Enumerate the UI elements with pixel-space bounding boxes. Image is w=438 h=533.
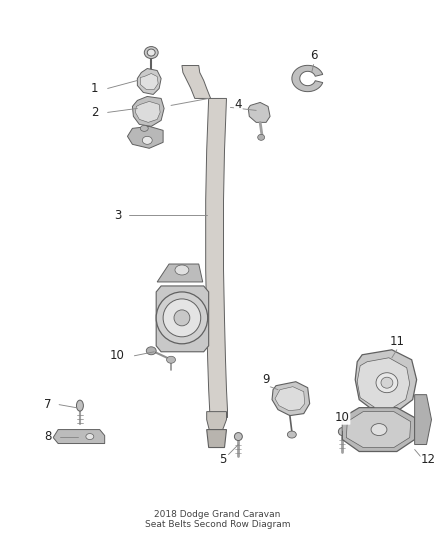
Ellipse shape [166, 356, 176, 364]
Text: 9: 9 [262, 373, 270, 386]
Polygon shape [132, 96, 164, 126]
Ellipse shape [140, 125, 148, 131]
Ellipse shape [381, 377, 393, 388]
Text: 12: 12 [421, 453, 436, 466]
Ellipse shape [175, 265, 189, 275]
Ellipse shape [77, 400, 83, 411]
Text: 7: 7 [45, 398, 52, 411]
Polygon shape [127, 126, 163, 148]
Polygon shape [415, 394, 431, 445]
Text: 10: 10 [110, 349, 125, 362]
Polygon shape [346, 411, 411, 448]
Ellipse shape [163, 299, 201, 337]
Polygon shape [272, 382, 310, 416]
Ellipse shape [376, 373, 398, 393]
Ellipse shape [287, 431, 296, 438]
Ellipse shape [142, 136, 152, 144]
Polygon shape [357, 358, 410, 408]
Ellipse shape [86, 433, 94, 440]
Text: 4: 4 [235, 98, 242, 111]
Text: 11: 11 [389, 335, 404, 348]
Ellipse shape [147, 49, 155, 56]
Polygon shape [355, 350, 417, 411]
Polygon shape [135, 101, 160, 123]
Ellipse shape [174, 310, 190, 326]
Polygon shape [157, 264, 203, 282]
Polygon shape [156, 286, 208, 352]
Polygon shape [292, 66, 323, 92]
Ellipse shape [234, 433, 242, 441]
Text: 2018 Dodge Grand Caravan
Seat Belts Second Row Diagram: 2018 Dodge Grand Caravan Seat Belts Seco… [145, 510, 290, 529]
Polygon shape [275, 386, 305, 410]
Ellipse shape [146, 347, 156, 355]
Text: 3: 3 [114, 208, 121, 222]
Polygon shape [53, 430, 105, 443]
Polygon shape [207, 430, 226, 448]
Polygon shape [248, 102, 270, 123]
Polygon shape [138, 69, 161, 94]
Polygon shape [206, 99, 227, 417]
Text: 8: 8 [45, 430, 52, 443]
Ellipse shape [258, 134, 265, 140]
Text: 10: 10 [335, 411, 350, 424]
Ellipse shape [339, 427, 346, 435]
Polygon shape [207, 411, 226, 434]
Polygon shape [140, 74, 158, 90]
Ellipse shape [371, 424, 387, 435]
Ellipse shape [144, 46, 158, 59]
Text: 5: 5 [219, 453, 226, 466]
Polygon shape [182, 66, 211, 99]
Text: 1: 1 [91, 82, 99, 95]
Ellipse shape [156, 292, 208, 344]
Polygon shape [343, 408, 415, 451]
Text: 6: 6 [310, 49, 318, 62]
Text: 2: 2 [91, 106, 99, 119]
